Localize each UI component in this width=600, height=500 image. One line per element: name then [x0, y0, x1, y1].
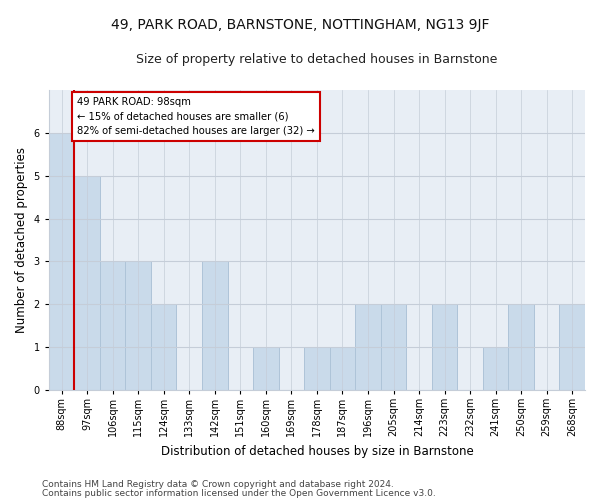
Bar — [508, 304, 534, 390]
Bar — [483, 347, 508, 390]
Bar — [125, 262, 151, 390]
Bar — [381, 304, 406, 390]
Bar — [202, 262, 227, 390]
Bar — [329, 347, 355, 390]
Bar — [432, 304, 457, 390]
Y-axis label: Number of detached properties: Number of detached properties — [15, 147, 28, 333]
Bar — [253, 347, 278, 390]
Text: Contains public sector information licensed under the Open Government Licence v3: Contains public sector information licen… — [42, 489, 436, 498]
Bar — [151, 304, 176, 390]
Bar — [355, 304, 381, 390]
Text: 49, PARK ROAD, BARNSTONE, NOTTINGHAM, NG13 9JF: 49, PARK ROAD, BARNSTONE, NOTTINGHAM, NG… — [111, 18, 489, 32]
Bar — [74, 176, 100, 390]
X-axis label: Distribution of detached houses by size in Barnstone: Distribution of detached houses by size … — [161, 444, 473, 458]
Bar — [100, 262, 125, 390]
Bar — [49, 133, 74, 390]
Bar — [304, 347, 329, 390]
Title: Size of property relative to detached houses in Barnstone: Size of property relative to detached ho… — [136, 52, 497, 66]
Bar — [559, 304, 585, 390]
Text: Contains HM Land Registry data © Crown copyright and database right 2024.: Contains HM Land Registry data © Crown c… — [42, 480, 394, 489]
Text: 49 PARK ROAD: 98sqm
← 15% of detached houses are smaller (6)
82% of semi-detache: 49 PARK ROAD: 98sqm ← 15% of detached ho… — [77, 96, 314, 136]
